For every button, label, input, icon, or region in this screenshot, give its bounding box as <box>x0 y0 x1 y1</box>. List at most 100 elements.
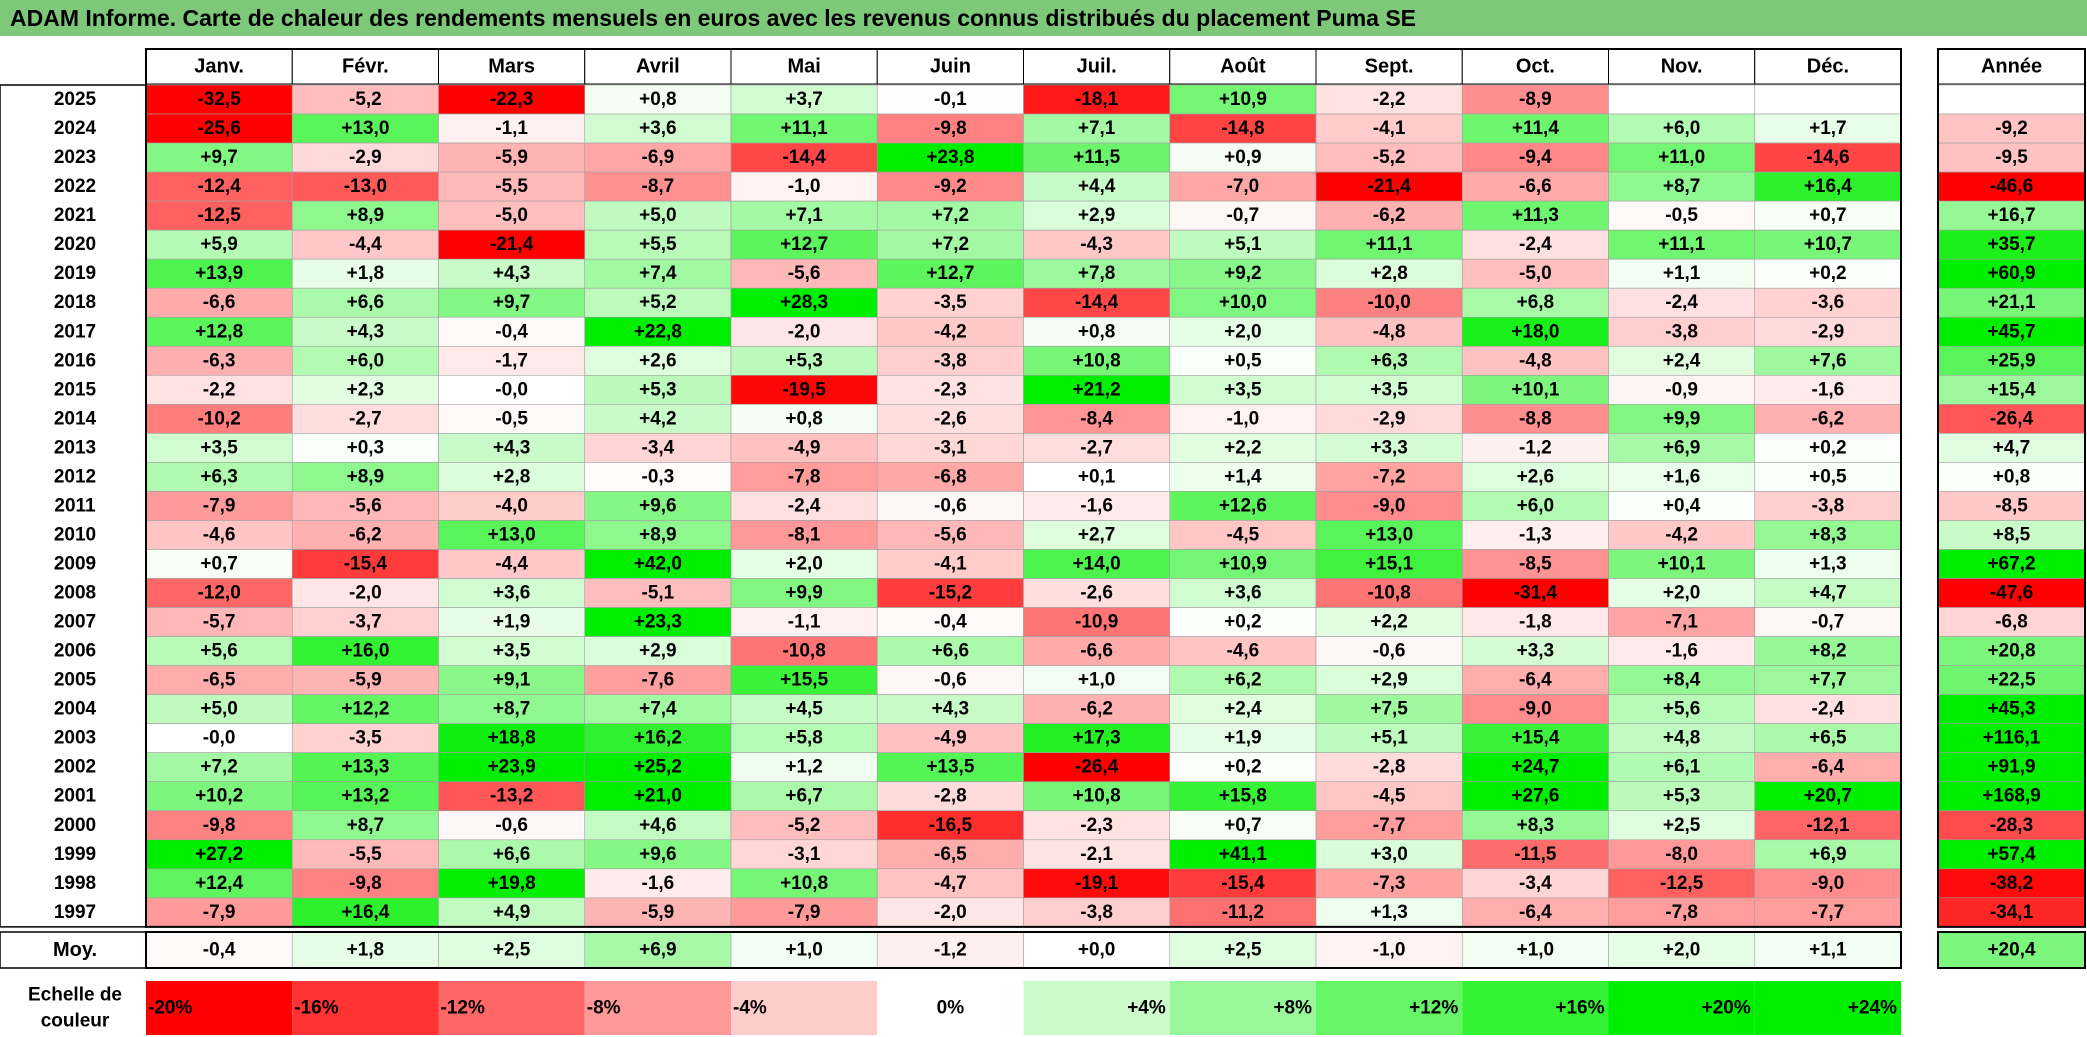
heatmap-value-2017-6: -4,2 <box>934 321 967 342</box>
heatmap-cell <box>1754 752 1902 783</box>
heatmap-cell <box>730 404 878 434</box>
month-header-10: Oct. <box>1516 56 1555 78</box>
heatmap-value-2014-4: +4,2 <box>639 408 677 429</box>
heatmap-value-2001-8: +15,8 <box>1219 786 1267 807</box>
heatmap-value-2009-12: +1,3 <box>1809 553 1847 574</box>
heatmap-cell <box>1461 839 1609 870</box>
heatmap-cell <box>1023 839 1171 870</box>
heatmap-cell <box>291 752 439 783</box>
heatmap-cell <box>1461 345 1609 376</box>
heatmap-value-2001-3: -13,2 <box>490 786 533 807</box>
heatmap-cell <box>145 113 293 144</box>
annual-value-2008: -47,6 <box>1990 583 2033 604</box>
heatmap-value-1998-1: +12,4 <box>195 873 244 894</box>
year-label-2018: 2018 <box>54 292 96 313</box>
heatmap-cell <box>145 607 293 637</box>
scale-swatch <box>1462 981 1609 1035</box>
heatmap-value-2011-11: +0,4 <box>1663 495 1701 516</box>
heatmap-cell <box>291 491 439 521</box>
heatmap-value-2018-8: +10,0 <box>1219 292 1267 313</box>
annual-value-2000: -28,3 <box>1990 815 2033 836</box>
heatmap-value-2007-6: -0,4 <box>934 612 967 633</box>
heatmap-cell <box>584 316 732 347</box>
heatmap-cell <box>730 258 878 289</box>
heatmap-value-2023-11: +11,0 <box>1658 147 1705 168</box>
heatmap-value-2013-2: +0,3 <box>347 437 385 458</box>
heatmap-cell <box>291 171 439 202</box>
heatmap-cell <box>145 636 293 666</box>
month-header-cell <box>1023 48 1171 85</box>
heatmap-value-2009-7: +14,0 <box>1073 553 1121 574</box>
heatmap-value-2007-3: +1,9 <box>493 612 531 633</box>
heatmap-cell <box>1754 404 1902 434</box>
scale-label-11: +20% <box>1702 998 1751 1019</box>
year-label-2008: 2008 <box>54 583 96 604</box>
heatmap-value-2003-2: -3,5 <box>349 728 382 749</box>
heatmap-cell <box>145 345 293 376</box>
heatmap-value-2008-12: +4,7 <box>1809 583 1847 604</box>
heatmap-cell <box>1023 433 1171 463</box>
heatmap-value-2021-6: +7,2 <box>932 205 970 226</box>
heatmap-cell <box>438 723 586 753</box>
heatmap-cell <box>145 491 293 521</box>
heatmap-cell <box>584 897 732 928</box>
heatmap-value-2005-12: +7,7 <box>1809 670 1847 691</box>
heatmap-value-2000-3: -0,6 <box>495 815 528 836</box>
heatmap-cell <box>876 316 1024 347</box>
scale-label-8: +8% <box>1273 998 1312 1019</box>
heatmap-cell <box>1461 84 1609 115</box>
heatmap-cell <box>1169 113 1317 144</box>
annual-cell <box>1937 142 2086 173</box>
heatmap-cell <box>730 84 878 115</box>
year-label-2003: 2003 <box>54 728 96 749</box>
heatmap-value-2022-5: -1,0 <box>788 176 821 197</box>
annual-value-2010: +8,5 <box>1993 524 2031 545</box>
heatmap-value-1998-5: +10,8 <box>780 873 828 894</box>
annual-value-2019: +60,9 <box>1987 263 2035 284</box>
year-label-2000: 2000 <box>54 815 96 836</box>
heatmap-cell <box>730 810 878 841</box>
month-header-cell <box>1461 48 1609 85</box>
heatmap-value-2015-10: +10,1 <box>1511 379 1560 400</box>
heatmap-cell <box>730 433 878 463</box>
heatmap-cell <box>1169 258 1317 289</box>
heatmap-value-2021-11: -0,5 <box>1665 205 1698 226</box>
heatmap-cell <box>1461 200 1609 231</box>
heatmap-cell <box>876 142 1024 173</box>
annual-cell <box>1937 404 2086 434</box>
page-title: ADAM Informe. Carte de chaleur des rende… <box>0 0 2087 36</box>
heatmap-value-2013-11: +6,9 <box>1663 437 1701 458</box>
heatmap-value-2004-8: +2,4 <box>1224 699 1262 720</box>
heatmap-value-1999-8: +41,1 <box>1219 844 1268 865</box>
heatmap-value-2017-2: +4,3 <box>347 321 385 342</box>
annual-header-cell <box>1937 48 2086 85</box>
heatmap-value-2007-4: +23,3 <box>634 612 682 633</box>
heatmap-cell <box>145 868 293 899</box>
heatmap-value-2019-1: +13,9 <box>195 263 243 284</box>
heatmap-value-2021-10: +11,3 <box>1512 205 1559 226</box>
month-header-7: Juil. <box>1077 56 1117 78</box>
annual-header: Année <box>1981 56 2042 78</box>
month-header-9: Sept. <box>1365 56 1414 78</box>
heatmap-cell <box>584 520 732 550</box>
annual-value-2013: +4,7 <box>1993 437 2031 458</box>
heatmap-value-2016-2: +6,0 <box>347 350 385 371</box>
heatmap-cell <box>1608 171 1756 202</box>
annual-value-1998: -38,2 <box>1990 873 2033 894</box>
heatmap-cell <box>730 491 878 521</box>
heatmap-value-2002-6: +13,5 <box>926 757 975 778</box>
average-value-6: -1,2 <box>934 940 967 961</box>
annual-value-2016: +25,9 <box>1987 350 2035 371</box>
heatmap-value-2003-1: -0,0 <box>203 728 236 749</box>
heatmap-cell <box>1315 781 1463 812</box>
heatmap-cell <box>730 374 878 405</box>
heatmap-cell <box>145 287 293 318</box>
heatmap-value-2006-11: -1,6 <box>1665 641 1698 662</box>
heatmap-cell <box>1754 491 1902 521</box>
month-header-cell <box>1608 48 1756 85</box>
heatmap-cell <box>1169 636 1317 666</box>
heatmap-value-2016-3: -1,7 <box>495 350 528 371</box>
heatmap-value-2020-1: +5,9 <box>200 234 238 255</box>
heatmap-cell <box>438 316 586 347</box>
heatmap-value-2019-9: +2,8 <box>1370 263 1408 284</box>
